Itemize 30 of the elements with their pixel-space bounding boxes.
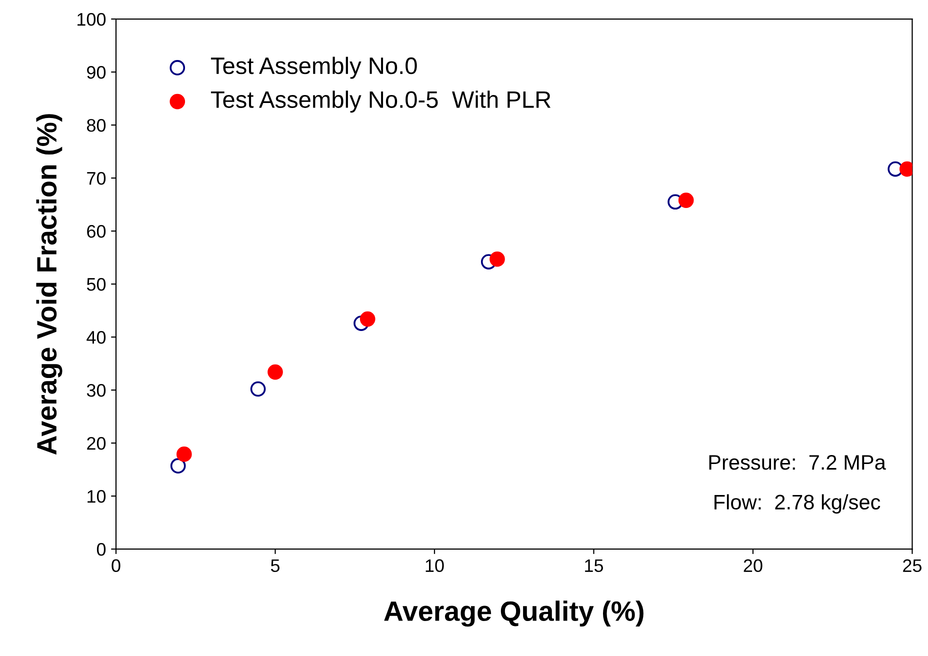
annotation: Pressure: 7.2 MPa [709, 455, 886, 470]
x-tick-label: 15 [585, 559, 604, 572]
point [176, 446, 192, 462]
x-axis-title: Average Quality (%) [384, 600, 644, 627]
point [268, 364, 283, 380]
point [678, 192, 694, 208]
y-tick-label: 80 [86, 118, 106, 132]
y-tick-label: 10 [88, 490, 106, 503]
y-tick-label: 50 [86, 278, 106, 291]
y-tick-label: 70 [87, 172, 106, 185]
point [490, 251, 505, 267]
x-tick-label: 10 [426, 559, 444, 572]
annotation: Flow: 2.78 kg/sec [714, 494, 880, 514]
y-tick-label: 30 [86, 384, 106, 397]
y-tick-label: 20 [87, 436, 106, 450]
y-tick-label: 40 [86, 330, 106, 344]
x-tick-label: 0 [112, 559, 120, 572]
point [360, 311, 376, 327]
x-tick-label: 25 [903, 559, 922, 572]
legend-label: Test Assembly No.0-5 With PLR [210, 90, 551, 113]
y-axis-title: Average Void Fraction (%) [36, 114, 62, 455]
legend-label: Test Assembly No.0 [210, 56, 417, 79]
point [250, 381, 266, 397]
y-tick-label: 100 [78, 12, 106, 26]
point [170, 458, 186, 474]
x-tick-label: 20 [744, 559, 762, 572]
y-tick-label: 60 [87, 224, 106, 238]
x-tick-label: 5 [270, 559, 280, 572]
y-tick-label: 0 [96, 543, 106, 556]
y-tick-label: 90 [87, 66, 106, 79]
